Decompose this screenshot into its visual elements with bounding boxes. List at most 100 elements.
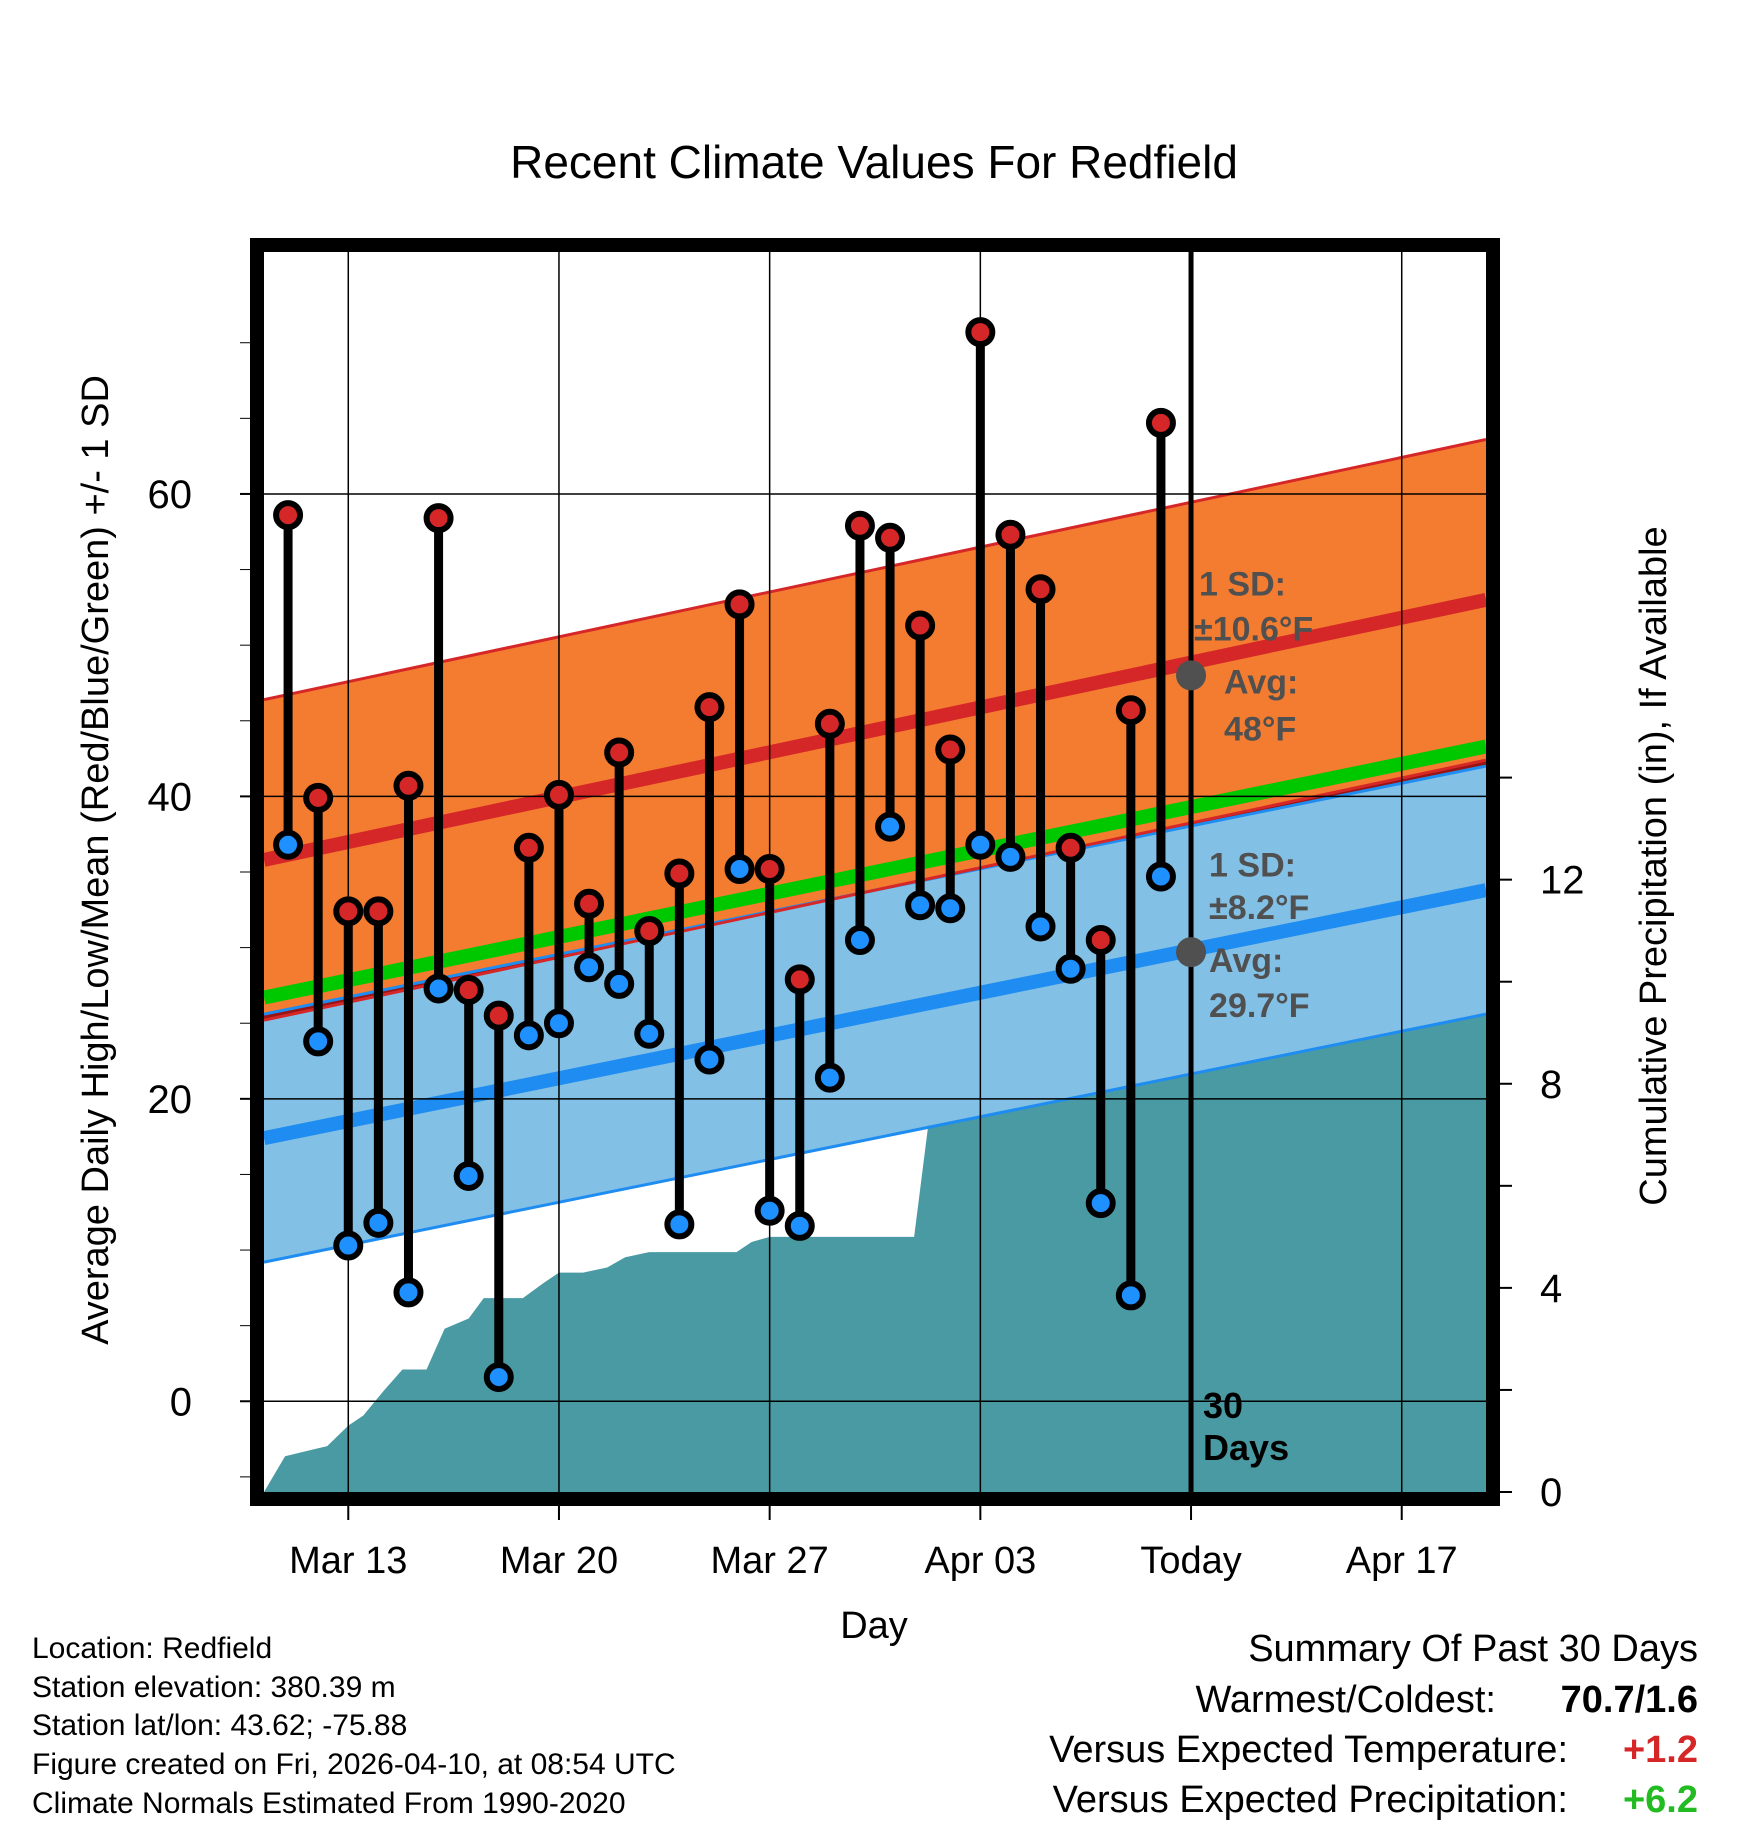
low-point: [543, 1008, 574, 1039]
high-point: [273, 500, 304, 531]
low-point: [303, 1026, 334, 1057]
low-avg-label: Avg:: [1209, 942, 1283, 980]
high-avg-value: 48°F: [1224, 710, 1296, 748]
high-avg-label: Avg:: [1224, 664, 1298, 702]
low-point: [814, 1062, 845, 1093]
low-point: [664, 1209, 695, 1240]
low-point: [574, 952, 605, 983]
high-point: [483, 1000, 514, 1031]
high-point: [784, 964, 815, 995]
high-point: [694, 692, 725, 723]
low-point: [273, 829, 304, 860]
high-sd-value: ±10.6°F: [1194, 611, 1313, 649]
x-tick-label: Apr 03: [924, 1540, 1036, 1582]
low-sd-value: ±8.2°F: [1209, 889, 1309, 927]
low-point: [875, 811, 906, 842]
summary-panel: Summary Of Past 30 Days Warmest/Coldest:…: [1049, 1628, 1698, 1821]
low-avg-marker: [1176, 937, 1207, 968]
high-point: [604, 737, 635, 768]
left-axis: 0 20 40 60: [148, 342, 252, 1478]
x-tick-label: Today: [1140, 1540, 1241, 1582]
high-sd-label: 1 SD:: [1199, 565, 1286, 603]
temp-anomaly-value: +1.2: [1623, 1729, 1698, 1771]
warm-cold-value: 70.7/1.6: [1561, 1679, 1698, 1721]
low-point: [453, 1160, 484, 1191]
high-point: [1145, 407, 1176, 438]
x-tick-label: Mar 13: [289, 1540, 407, 1582]
y-axis-label: Average Daily High/Low/Mean (Red/Blue/Gr…: [75, 375, 117, 1345]
low-point: [363, 1207, 394, 1238]
high-point: [754, 853, 785, 884]
plot-frame: [250, 238, 1500, 1506]
station-info: Location: Redfield Station elevation: 38…: [32, 1632, 676, 1820]
low-point: [393, 1277, 424, 1308]
station-latlon: Station lat/lon: 43.62; -75.88: [32, 1709, 407, 1742]
high-point: [875, 522, 906, 553]
low-point: [754, 1195, 785, 1226]
low-avg-value: 29.7°F: [1209, 987, 1310, 1025]
low-point: [995, 841, 1026, 872]
low-point: [1025, 911, 1056, 942]
high-point: [543, 779, 574, 810]
high-point: [664, 858, 695, 889]
temp-anomaly-label: Versus Expected Temperature:: [1049, 1729, 1568, 1771]
x-tick-label: Mar 20: [500, 1540, 618, 1582]
normal-mean-line: [264, 739, 1486, 1005]
today-label-line: Days: [1203, 1427, 1289, 1468]
station-elevation: Station elevation: 380.39 m: [32, 1671, 396, 1704]
high-point: [1115, 695, 1146, 726]
chart-title: Recent Climate Values For Redfield: [510, 136, 1238, 188]
y-tick-label: 40: [148, 775, 193, 819]
precipitation-area: [264, 1007, 1486, 1492]
low-point: [1055, 953, 1086, 984]
high-point: [905, 610, 936, 641]
x-axis-label: Day: [840, 1605, 908, 1647]
high-point: [513, 832, 544, 863]
precip-anomaly-value: +6.2: [1623, 1779, 1698, 1821]
high-point: [333, 896, 364, 927]
low-point: [965, 829, 996, 860]
low-point: [724, 853, 755, 884]
high-point: [1055, 832, 1086, 863]
high-avg-marker: [1176, 660, 1207, 691]
high-point: [844, 510, 875, 541]
low-point: [604, 968, 635, 999]
low-sd-label: 1 SD:: [1209, 847, 1296, 885]
low-point: [935, 893, 966, 924]
high-point: [965, 317, 996, 348]
bottom-axis: Mar 13 Mar 20 Mar 27 Apr 03 Today Apr 17: [289, 1506, 1458, 1582]
high-point: [1025, 574, 1056, 605]
station-location: Location: Redfield: [32, 1632, 272, 1665]
high-point: [634, 915, 665, 946]
high-point: [935, 734, 966, 765]
high-point: [574, 888, 605, 919]
warm-cold-label: Warmest/Coldest:: [1195, 1679, 1496, 1721]
low-point: [844, 925, 875, 956]
low-point: [905, 890, 936, 921]
low-point: [513, 1020, 544, 1051]
high-point: [363, 896, 394, 927]
today-label-line: 30: [1203, 1385, 1243, 1426]
low-point: [634, 1018, 665, 1049]
low-lower-edge: [264, 1012, 1486, 1264]
y2-tick-label: 0: [1540, 1471, 1562, 1515]
low-point: [423, 973, 454, 1004]
low-point: [483, 1362, 514, 1393]
high-point: [995, 519, 1026, 550]
normals-period: Climate Normals Estimated From 1990-2020: [32, 1787, 626, 1820]
y2-tick-label: 12: [1540, 859, 1585, 903]
high-point: [814, 708, 845, 739]
high-point: [1085, 925, 1116, 956]
normal-high-line: [264, 592, 1486, 867]
y2-tick-label: 4: [1540, 1267, 1562, 1311]
high-point: [303, 782, 334, 813]
today-days-label: 30 Days: [1203, 1385, 1289, 1468]
low-point: [333, 1230, 364, 1261]
high-upper-edge: [264, 438, 1486, 702]
daily-bars: [273, 317, 1176, 1393]
figure-created: Figure created on Fri, 2026-04-10, at 08…: [32, 1748, 676, 1781]
summary-title: Summary Of Past 30 Days: [1248, 1628, 1698, 1670]
y-tick-label: 60: [148, 473, 193, 517]
y-tick-label: 20: [148, 1078, 193, 1122]
high-point: [453, 974, 484, 1005]
